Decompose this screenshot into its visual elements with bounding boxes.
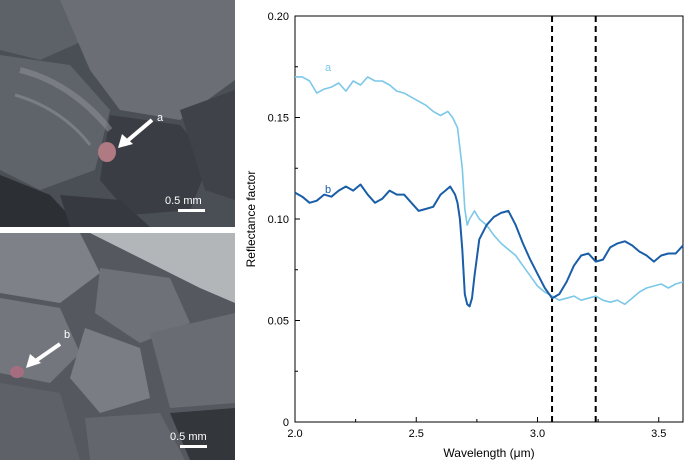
series-line-b xyxy=(294,183,684,308)
sample-photo-b: b 0.5 mm xyxy=(0,233,235,460)
rock-fragment xyxy=(60,0,235,120)
rock-fragment xyxy=(60,195,150,227)
rock-fragment xyxy=(0,55,110,190)
target-grain-a xyxy=(98,142,116,162)
rock-fragment xyxy=(150,313,235,408)
pointer-arrow-shaft xyxy=(32,342,62,364)
sample-photo-a-image: a 0.5 mm xyxy=(0,0,235,227)
series-label-a: a xyxy=(325,62,332,74)
rock-fragment xyxy=(85,413,185,460)
rock-fragment xyxy=(0,175,80,227)
sample-photo-b-image: b 0.5 mm xyxy=(0,233,235,460)
rock-fragment xyxy=(180,90,235,200)
x-tick-label: 2.5 xyxy=(409,428,424,440)
axes: 0 0.05 0.10 0.15 0.20 2.0 2.5 3.0 3.5 xyxy=(268,11,667,440)
pointer-arrow-head xyxy=(26,354,41,368)
rock-sheen xyxy=(14,93,92,146)
photo-b-label: b xyxy=(64,329,70,341)
scale-bar-b xyxy=(180,445,207,448)
plot-area: ab xyxy=(294,15,684,423)
plot-frame xyxy=(294,15,684,423)
rock-fragment xyxy=(0,383,80,460)
rock-sheen xyxy=(19,67,113,132)
series-label-b: b xyxy=(325,184,331,196)
target-grain-b xyxy=(10,366,24,378)
x-tick-label: 2.0 xyxy=(287,428,302,440)
haze-region xyxy=(90,233,235,303)
y-tick-label: 0.15 xyxy=(268,113,289,125)
rock-fragment xyxy=(0,233,100,303)
scale-bar-label-a: 0.5 mm xyxy=(165,195,202,207)
photo-a-label: a xyxy=(157,112,164,124)
x-tick-label: 3.5 xyxy=(651,428,666,440)
y-axis-label: Reflectance factor xyxy=(244,171,258,268)
pointer-arrow-head xyxy=(118,134,133,148)
y-tick-label: 0.20 xyxy=(268,11,289,23)
pointer-arrow-shaft xyxy=(124,118,154,144)
scale-bar-label-b: 0.5 mm xyxy=(170,431,207,443)
y-tick-label: 0.05 xyxy=(268,316,289,328)
y-tick-label: 0 xyxy=(283,417,289,429)
series-line-a xyxy=(295,76,684,306)
rock-fragment xyxy=(0,298,80,383)
rock-fragment xyxy=(95,268,190,343)
reflectance-spectrum-chart: ab 00.050.100.150.202.0 2.5 3.0 3.5 Wavelen… xyxy=(244,11,684,460)
x-tick-label: 3.0 xyxy=(530,428,545,440)
x-axis-label: Wavelength (μm) xyxy=(443,446,534,460)
rock-fragment xyxy=(70,328,150,413)
sample-photo-a: a 0.5 mm xyxy=(0,0,235,227)
scale-bar-a xyxy=(178,209,205,212)
y-tick-label: 0.10 xyxy=(268,214,289,226)
